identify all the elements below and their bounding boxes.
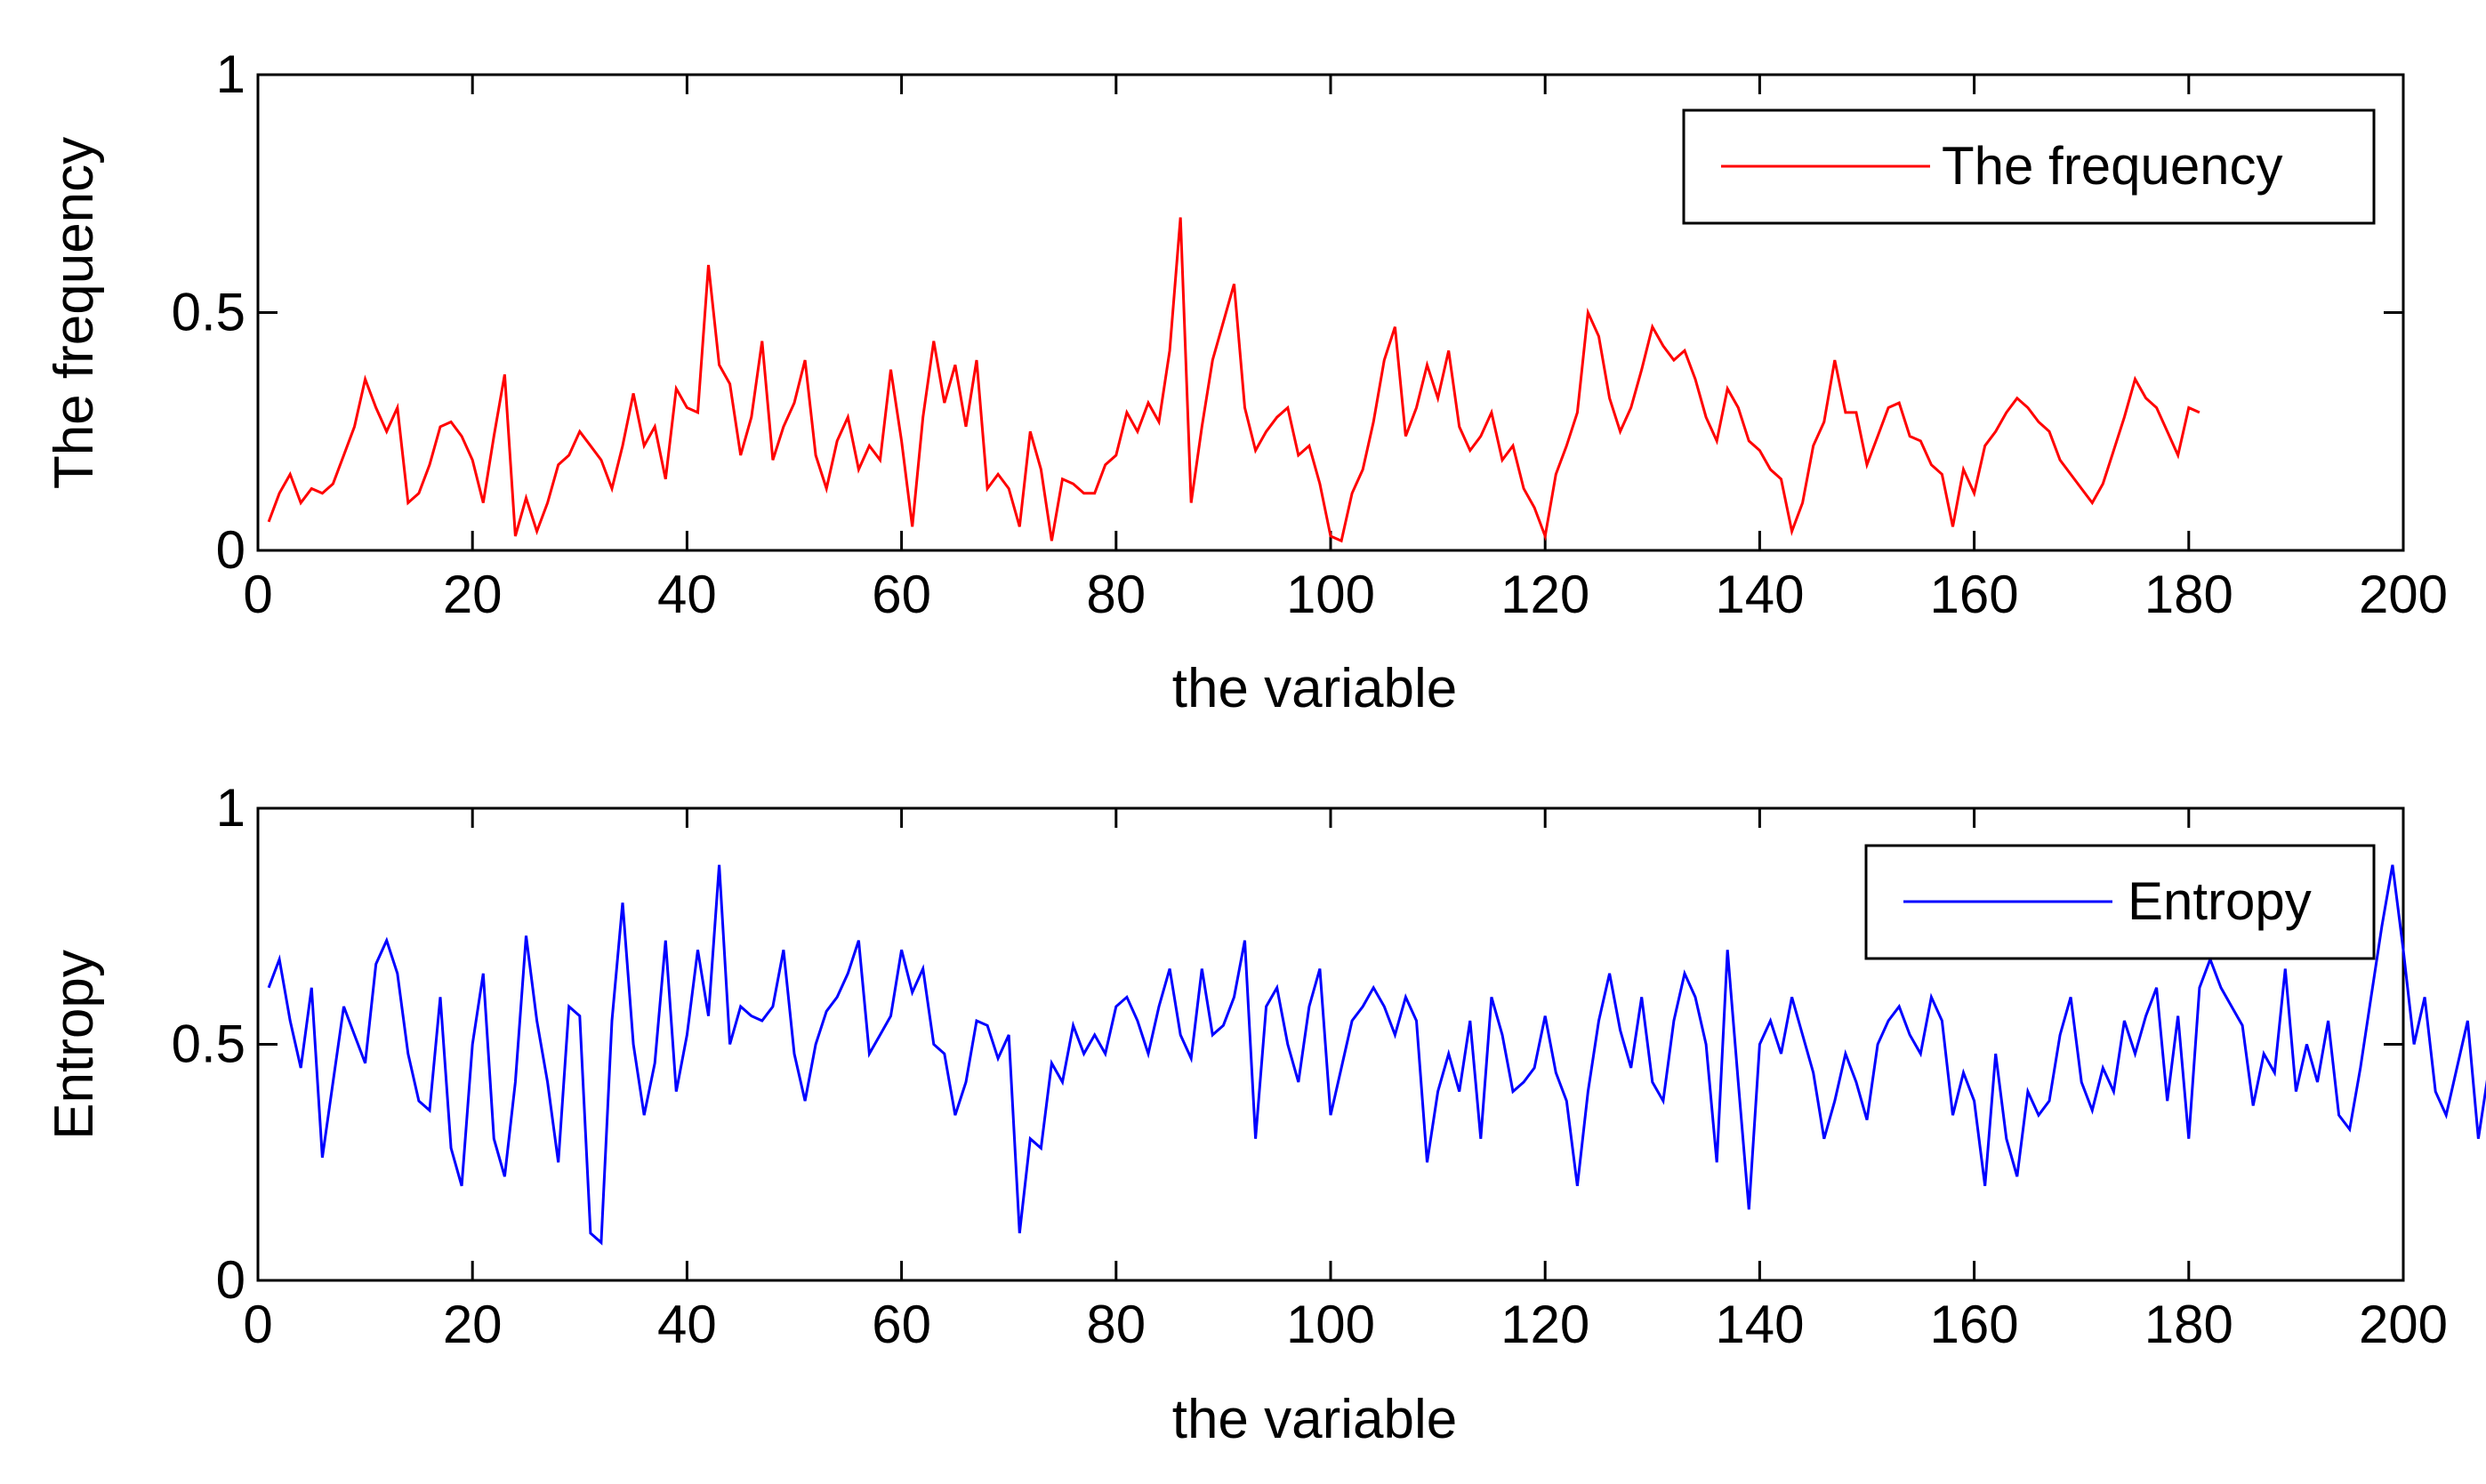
entropy-x-tick-label: 160 bbox=[1930, 1295, 2019, 1354]
frequency-subplot: 0 20 40 60 80 100 120 140 160 180 200 0 0.5 1 The fre… bbox=[44, 44, 2448, 719]
frequency-y-tick-label: 1 bbox=[216, 44, 245, 104]
frequency-ticks: 0 20 40 60 80 100 120 140 160 180 200 0 0.5 1 bbox=[172, 44, 2448, 624]
frequency-x-tick-label: 20 bbox=[443, 565, 503, 624]
frequency-x-tick-label: 160 bbox=[1930, 565, 2019, 624]
frequency-y-tick-label: 0 bbox=[216, 520, 245, 580]
frequency-y-tick-label: 0.5 bbox=[172, 283, 245, 342]
frequency-x-axis-label: the variable bbox=[1172, 658, 1458, 719]
frequency-x-tick-label: 100 bbox=[1286, 565, 1375, 624]
entropy-legend-label: Entropy bbox=[2128, 871, 2312, 931]
frequency-y-axis-label: The frequency bbox=[44, 137, 105, 489]
entropy-y-axis-label: Entropy bbox=[44, 950, 105, 1140]
frequency-x-tick-label: 180 bbox=[2144, 565, 2233, 624]
entropy-x-tick-label: 140 bbox=[1715, 1295, 1804, 1354]
frequency-legend-label: The frequency bbox=[1942, 136, 2283, 196]
entropy-line bbox=[267, 864, 2486, 1246]
entropy-x-tick-label: 20 bbox=[443, 1295, 503, 1354]
frequency-x-tick-label: 140 bbox=[1715, 565, 1804, 624]
frequency-x-tick-label: 200 bbox=[2359, 565, 2448, 624]
entropy-x-tick-label: 0 bbox=[243, 1295, 272, 1354]
frequency-x-tick-label: 0 bbox=[243, 565, 272, 624]
frequency-x-tick-label: 60 bbox=[872, 565, 931, 624]
frequency-x-tick-label: 40 bbox=[657, 565, 717, 624]
entropy-y-tick-label: 0 bbox=[216, 1250, 245, 1310]
entropy-y-tick-label: 0.5 bbox=[172, 1015, 245, 1074]
entropy-x-axis-label: the variable bbox=[1172, 1389, 1458, 1450]
entropy-x-tick-label: 120 bbox=[1500, 1295, 1589, 1354]
frequency-x-tick-label: 80 bbox=[1086, 565, 1146, 624]
entropy-x-tick-label: 40 bbox=[657, 1295, 717, 1354]
frequency-legend: The frequency bbox=[1682, 108, 2376, 225]
entropy-legend: Entropy bbox=[1864, 844, 2376, 960]
entropy-x-tick-label: 80 bbox=[1086, 1295, 1146, 1354]
entropy-ticks: 0 20 40 60 80 100 120 140 160 180 200 0 0.5 1 bbox=[172, 778, 2448, 1354]
entropy-x-tick-label: 180 bbox=[2144, 1295, 2233, 1354]
entropy-x-tick-label: 200 bbox=[2359, 1295, 2448, 1354]
frequency-x-tick-label: 120 bbox=[1500, 565, 1589, 624]
entropy-x-tick-label: 100 bbox=[1286, 1295, 1375, 1354]
entropy-subplot: 0 20 40 60 80 100 120 140 160 180 200 0 0.5 1 Entropy… bbox=[44, 778, 2486, 1450]
frequency-line bbox=[267, 217, 2200, 543]
entropy-y-tick-label: 1 bbox=[216, 778, 245, 838]
entropy-x-tick-label: 60 bbox=[872, 1295, 931, 1354]
